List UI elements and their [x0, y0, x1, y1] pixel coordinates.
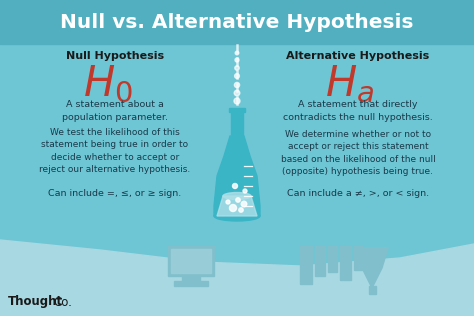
Bar	[174, 281, 208, 286]
Circle shape	[236, 198, 240, 202]
Polygon shape	[356, 248, 388, 288]
Circle shape	[235, 51, 239, 55]
Text: Alternative Hypothesis: Alternative Hypothesis	[286, 51, 429, 61]
Circle shape	[233, 184, 237, 189]
Bar	[231, 110, 243, 136]
Circle shape	[235, 74, 239, 78]
Circle shape	[239, 208, 243, 212]
Text: We determine whether or not to
accept or reject this statement
based on the like: We determine whether or not to accept or…	[281, 130, 436, 176]
Bar	[340, 246, 351, 280]
Circle shape	[234, 98, 240, 104]
Text: Null vs. Alternative Hypothesis: Null vs. Alternative Hypothesis	[60, 13, 414, 32]
Bar	[229, 108, 245, 112]
Polygon shape	[217, 196, 257, 216]
Bar	[300, 246, 312, 284]
Circle shape	[235, 58, 239, 62]
Text: A statement that directly
contradicts the null hypothesis.: A statement that directly contradicts th…	[283, 100, 433, 122]
Text: Thought: Thought	[8, 295, 63, 308]
Bar	[0, 0, 474, 44]
Circle shape	[229, 204, 237, 211]
Circle shape	[235, 82, 239, 88]
Bar	[354, 246, 362, 270]
Text: Co.: Co.	[53, 295, 72, 308]
Text: $\mathit{H}_0$: $\mathit{H}_0$	[83, 63, 133, 105]
Bar	[168, 246, 214, 276]
Ellipse shape	[214, 211, 260, 221]
Text: Can include a ≠, >, or < sign.: Can include a ≠, >, or < sign.	[287, 190, 429, 198]
Circle shape	[241, 201, 247, 207]
Circle shape	[243, 189, 247, 193]
Bar	[315, 246, 325, 276]
Bar	[369, 286, 376, 294]
Circle shape	[234, 90, 240, 96]
Text: $\mathit{H}_a$: $\mathit{H}_a$	[325, 63, 374, 105]
Polygon shape	[214, 136, 260, 216]
Bar	[171, 249, 211, 273]
Ellipse shape	[223, 192, 251, 199]
Circle shape	[226, 200, 230, 204]
Bar	[182, 275, 200, 283]
Text: A statement about a
population parameter.: A statement about a population parameter…	[62, 100, 168, 122]
Text: We test the likelihood of this
statement being true in order to
decide whether t: We test the likelihood of this statement…	[39, 128, 191, 174]
Circle shape	[235, 66, 239, 70]
Polygon shape	[0, 240, 474, 316]
Text: Can include =, ≤, or ≥ sign.: Can include =, ≤, or ≥ sign.	[48, 190, 182, 198]
Bar	[328, 246, 337, 272]
Text: Null Hypothesis: Null Hypothesis	[66, 51, 164, 61]
